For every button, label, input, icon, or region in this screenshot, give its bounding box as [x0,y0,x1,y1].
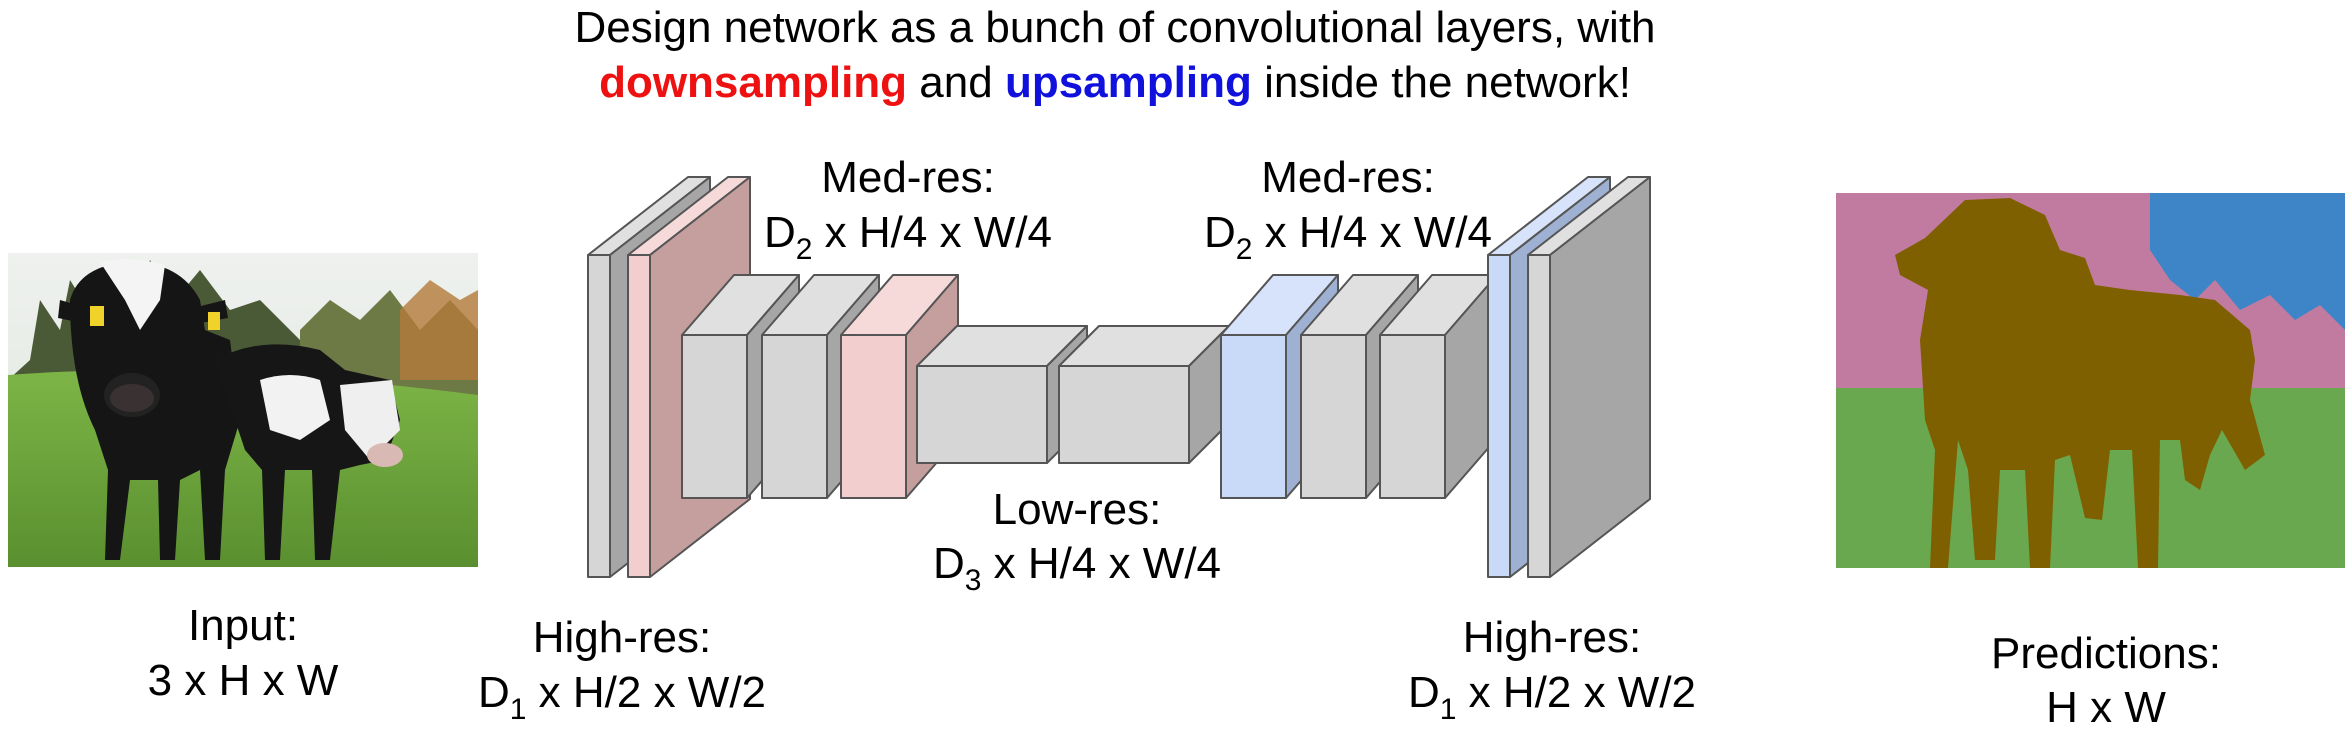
dim-rest: x H/2 x W/2 [526,668,766,717]
high-res-right-dims: D1 x H/2 x W/2 [1408,668,1696,726]
layer-front-face [1058,365,1190,464]
dim-rest: x H/2 x W/2 [1456,668,1696,717]
dim-subscript: 3 [965,564,982,597]
dim-d: D [1204,208,1236,257]
dim-d: D [478,668,510,717]
dim-rest: x H/4 x W/4 [812,208,1052,257]
layer-front-face [1379,334,1446,499]
low-res-dims: D3 x H/4 x W/4 [933,539,1221,597]
input-label: Input: [188,601,298,650]
title-rest: inside the network! [1252,58,1631,107]
layer-front-face [1220,334,1287,499]
dim-subscript: 2 [796,233,813,266]
layer-front-face [1527,254,1551,578]
dim-subscript: 2 [1236,233,1253,266]
input-image [8,253,478,567]
dim-rest: x H/4 x W/4 [981,539,1221,588]
title-downsampling: downsampling [599,58,907,107]
dim-d: D [1408,668,1440,717]
layer-front-face [1300,334,1367,499]
med-res-right-label: Med-res: [1261,153,1435,202]
layer-front-face [587,254,611,578]
low-res-conv-layer-2 [1058,325,1230,464]
predictions-segmentation-map [1836,193,2345,568]
title-line-2: downsampling and upsampling inside the n… [599,58,1631,107]
title-line-1: Design network as a bunch of convolution… [574,3,1655,52]
predictions-label: Predictions: [1991,629,2221,678]
med-res-conv-layer-4 [1379,274,1498,499]
seg-region-sky [2150,193,2345,330]
input-dims: 3 x H x W [148,656,339,705]
high-res-left-dims: D1 x H/2 x W/2 [478,668,766,726]
layer-front-face [916,365,1048,464]
dim-rest: x H/4 x W/4 [1252,208,1492,257]
layer-front-face [681,334,748,499]
title-upsampling: upsampling [1005,58,1252,107]
med-res-left-label: Med-res: [821,153,995,202]
high-res-conv-layer-2 [1527,176,1651,578]
dim-d: D [933,539,965,588]
med-res-left-dims: D2 x H/4 x W/4 [764,208,1052,266]
layer-front-face [1487,254,1511,578]
dim-subscript: 1 [1440,693,1457,726]
dim-d: D [764,208,796,257]
layer-front-face [761,334,828,499]
low-res-label: Low-res: [993,485,1162,534]
layer-front-face [840,334,907,499]
network-layers [587,176,1651,578]
dim-subscript: 1 [510,693,527,726]
seg-region-cows [1895,198,2265,568]
high-res-right-label: High-res: [1463,613,1642,662]
predictions-dims: H x W [2046,683,2166,732]
high-res-left-label: High-res: [533,613,712,662]
layer-front-face [627,254,651,578]
med-res-right-dims: D2 x H/4 x W/4 [1204,208,1492,266]
title-and: and [907,58,1005,107]
